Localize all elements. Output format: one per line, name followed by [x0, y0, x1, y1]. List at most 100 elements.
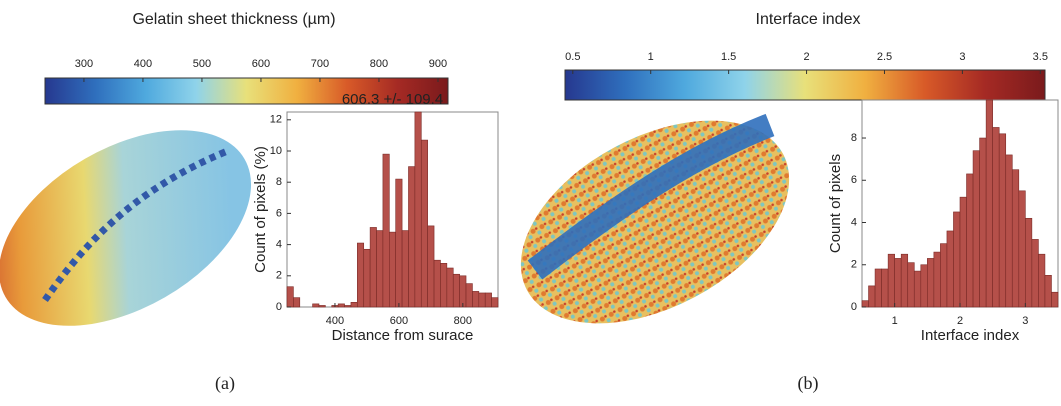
heatmap-a [0, 130, 252, 326]
x-tick-label: 2 [957, 315, 963, 327]
hist-title: 606.3 +/- 109.4 [342, 91, 443, 108]
x-tick-label: 800 [454, 315, 472, 327]
bar [933, 251, 941, 308]
bar [966, 173, 974, 308]
bar [1031, 239, 1039, 308]
bar [959, 196, 967, 308]
bar [861, 300, 869, 308]
tick-label: 800 [370, 58, 388, 70]
heatmap-b [520, 113, 790, 324]
bar [1011, 169, 1020, 308]
x-tick-label: 3 [1022, 315, 1028, 327]
tick-label: 0.5 [565, 51, 580, 63]
colorbar-title: Gelatin sheet thickness (µm) [132, 11, 335, 28]
y-tick-label: 2 [851, 259, 857, 271]
bar [440, 263, 448, 308]
bar [344, 305, 352, 308]
bar [286, 286, 294, 308]
bar [357, 242, 365, 308]
bar [900, 253, 909, 308]
bar [874, 268, 882, 308]
tick-label: 2.5 [877, 51, 892, 63]
bar [887, 253, 895, 308]
y-axis-label: Count of pixels [827, 154, 844, 253]
bar [465, 283, 473, 308]
caption: (b) [798, 373, 819, 394]
bar [312, 303, 320, 308]
bar [433, 259, 441, 308]
y-axis-label: Count of pixels (%) [252, 146, 269, 273]
y-tick-label: 0 [276, 301, 282, 313]
x-tick-label: 1 [892, 315, 898, 327]
bar [395, 178, 403, 308]
x-axis-label: Interface index [921, 327, 1020, 344]
bar [401, 230, 409, 308]
bar [920, 264, 928, 308]
bar [414, 111, 422, 308]
bar [979, 137, 987, 308]
bar [998, 133, 1007, 308]
colorbar-title: Interface index [756, 11, 861, 28]
bar [1044, 275, 1052, 308]
tick-label: 500 [193, 58, 211, 70]
bar [427, 225, 435, 308]
bar [350, 302, 358, 308]
colorbar [44, 77, 449, 105]
tick-label: 300 [75, 58, 93, 70]
bar [972, 150, 980, 308]
bar [894, 258, 902, 308]
bar [408, 166, 416, 308]
bar [484, 292, 492, 308]
y-tick-label: 4 [276, 239, 282, 251]
bar [363, 248, 371, 308]
bar [940, 243, 948, 308]
bar [907, 262, 915, 308]
tick-label: 600 [252, 58, 270, 70]
tick-label: 2 [803, 51, 809, 63]
y-tick-label: 4 [851, 216, 857, 228]
bar [382, 153, 390, 308]
caption: (a) [215, 373, 235, 394]
y-tick-label: 0 [851, 301, 857, 313]
y-tick-label: 12 [270, 114, 282, 126]
bar [1038, 253, 1046, 308]
bar [459, 275, 467, 308]
bar [478, 292, 486, 308]
bar [337, 303, 345, 308]
tick-label: 1.5 [721, 51, 736, 63]
bar [913, 270, 922, 308]
tick-label: 400 [134, 58, 152, 70]
bar [446, 267, 454, 308]
tick-label: 900 [429, 58, 447, 70]
bar [1051, 291, 1059, 308]
y-tick-label: 6 [851, 174, 857, 186]
bar [389, 231, 396, 308]
bar [318, 305, 326, 308]
bar [946, 230, 954, 308]
y-tick-label: 2 [276, 270, 282, 282]
bar [992, 127, 1000, 308]
bar [420, 139, 428, 308]
bar [1018, 190, 1026, 308]
tick-label: 3.5 [1033, 51, 1048, 63]
y-tick-label: 8 [851, 132, 857, 144]
tick-label: 3 [959, 51, 965, 63]
bar [868, 285, 876, 308]
y-tick-label: 8 [276, 176, 282, 188]
y-tick-label: 6 [276, 207, 282, 219]
bar [953, 211, 961, 308]
y-tick-label: 10 [270, 145, 282, 157]
tick-label: 700 [311, 58, 329, 70]
bar [293, 297, 301, 308]
bar [369, 227, 377, 308]
x-tick-label: 400 [326, 315, 344, 327]
bar [452, 273, 460, 308]
bar [927, 258, 935, 308]
bar [881, 268, 889, 308]
x-axis-label: Distance from surace [332, 327, 474, 344]
bar [1005, 154, 1013, 308]
bar [491, 297, 499, 308]
bar [376, 230, 384, 308]
colorbar [564, 69, 1046, 101]
